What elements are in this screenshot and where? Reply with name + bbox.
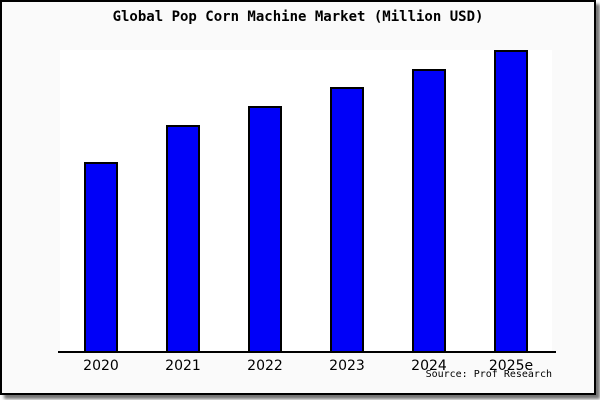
source-note: Source: Prof Research [425,369,552,380]
bar-2024 [412,69,446,351]
x-tick-label-2025e: 2025e [488,358,534,374]
x-axis-labels: 2020 2021 2022 2023 2024 2025e [60,358,552,376]
x-tick-label-2021: 2021 [165,358,201,374]
bar-2020 [84,162,118,351]
bar-2025e [494,50,528,351]
x-tick-label-2020: 2020 [83,358,119,374]
bar-2022 [248,106,282,351]
chart-title: Global Pop Corn Machine Market (Million … [112,9,484,25]
bar-2021 [166,125,200,351]
x-tick-label-2022: 2022 [247,358,283,374]
bar-2023 [330,87,364,351]
x-tick-label-2024: 2024 [411,358,447,374]
x-axis-line [58,351,556,353]
x-tick-label-2023: 2023 [329,358,365,374]
plot-area [60,50,552,351]
